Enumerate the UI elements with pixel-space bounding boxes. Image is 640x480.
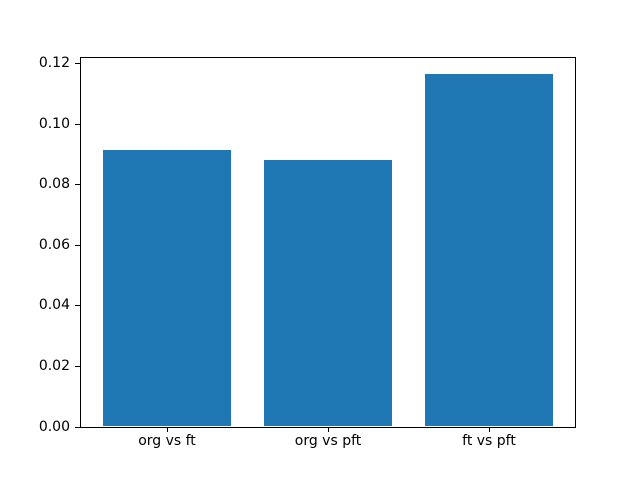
x-axis-category-label: org vs ft: [138, 433, 196, 449]
y-axis-tick-mark: [75, 184, 80, 186]
y-axis-tick-mark: [75, 244, 80, 246]
y-axis-tick-mark: [75, 123, 80, 125]
bar-ft-vs-pft: [424, 74, 554, 426]
x-axis-tick-mark: [488, 427, 490, 432]
y-axis-tick-label: 0.08: [38, 176, 70, 193]
y-axis-tick-label: 0.10: [38, 115, 70, 132]
x-axis-category-label: org vs pft: [294, 433, 362, 449]
x-axis-category-label: ft vs pft: [462, 433, 516, 449]
y-axis-tick-label: 0.04: [38, 297, 70, 314]
y-axis-tick-label: 0.02: [38, 357, 70, 374]
x-axis-tick-mark: [166, 427, 168, 432]
bar-org-vs-ft: [102, 150, 232, 426]
y-axis-tick-mark: [75, 63, 80, 65]
bar-org-vs-pft: [263, 160, 393, 426]
y-axis-tick-label: 0.06: [38, 236, 70, 253]
x-axis-tick-mark: [327, 427, 329, 432]
y-axis-tick-mark: [75, 426, 80, 428]
y-axis-tick-label: 0.00: [38, 418, 70, 435]
y-axis-tick-mark: [75, 365, 80, 367]
y-axis-tick-label: 0.12: [38, 55, 70, 72]
y-axis-tick-mark: [75, 305, 80, 307]
